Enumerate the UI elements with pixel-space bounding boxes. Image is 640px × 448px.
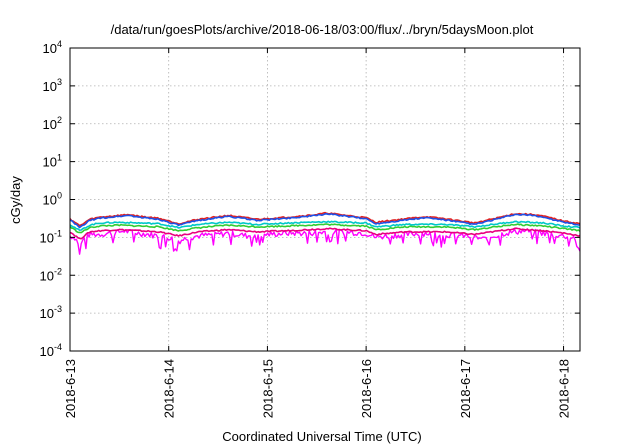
series-line — [69, 228, 581, 255]
y-tick-label: 103 — [43, 77, 62, 94]
y-tick-label: 10-1 — [40, 228, 62, 245]
y-tick-label: 100 — [43, 191, 62, 208]
grid-lines — [70, 48, 580, 351]
y-axis-ticks: 10-4 10-3 10-2 10-1 100 101 102 103 104 — [40, 39, 580, 359]
x-axis-label: Coordinated Universal Time (UTC) — [222, 429, 421, 444]
x-tick-label: 2018-6-15 — [260, 359, 275, 418]
x-tick-label: 2018-6-13 — [63, 359, 78, 418]
series-line — [69, 220, 581, 231]
series-line — [69, 213, 581, 229]
y-tick-label: 101 — [43, 153, 62, 170]
x-tick-label: 2018-6-17 — [458, 359, 473, 418]
x-tick-label: 2018-6-18 — [557, 359, 572, 418]
y-tick-label: 104 — [43, 39, 62, 56]
series-line — [69, 227, 581, 240]
y-axis-label: cGy/day — [8, 176, 23, 224]
y-tick-label: 10-2 — [40, 266, 62, 283]
series-line — [69, 223, 581, 234]
y-tick-label: 10-4 — [40, 342, 62, 359]
series-layer — [69, 211, 581, 255]
chart-title: /data/run/goesPlots/archive/2018-06-18/0… — [111, 22, 534, 37]
y-tick-label: 102 — [43, 115, 62, 132]
x-axis-ticks: 2018-6-13 2018-6-14 2018-6-15 2018-6-16 2018… — [63, 48, 572, 418]
x-tick-label: 2018-6-14 — [162, 359, 177, 418]
x-tick-label: 2018-6-16 — [359, 359, 374, 418]
y-tick-label: 10-3 — [40, 304, 62, 321]
